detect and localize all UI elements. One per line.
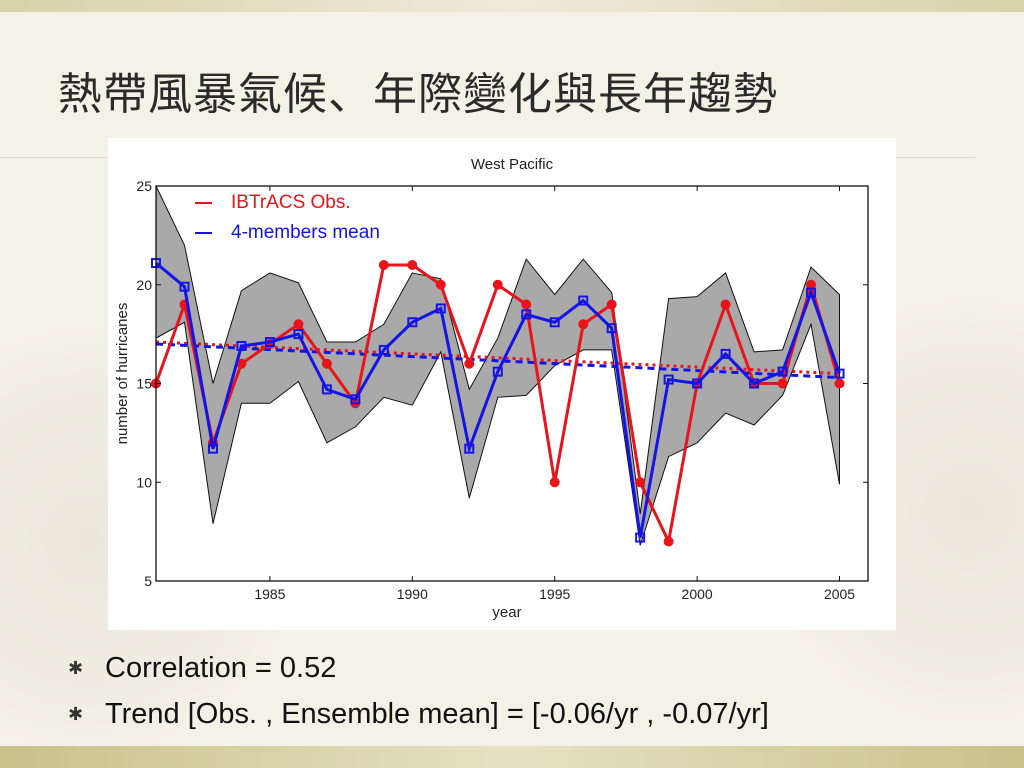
data-point — [549, 317, 560, 328]
series-line — [155, 261, 841, 538]
data-point — [179, 281, 190, 292]
data-point — [606, 299, 617, 310]
data-point — [549, 477, 560, 488]
data-point — [236, 340, 247, 351]
bullet-item: ✱ Trend [Obs. , Ensemble mean] = [-0.06/… — [68, 696, 1008, 742]
data-point — [720, 299, 731, 310]
asterisk-icon: ✱ — [68, 704, 84, 724]
data-point — [578, 295, 589, 306]
data-point — [464, 358, 475, 369]
data-point — [749, 378, 760, 389]
chart-panel: 1985 1990 1995 2000 2005 5 10 15 20 25 West Pacifi… — [108, 138, 896, 630]
bullet-list: ✱ Correlation = 0.52 ✱ Trend [Obs. , Ens… — [68, 650, 1008, 742]
data-point — [407, 317, 418, 328]
data-point — [321, 384, 332, 395]
data-point — [806, 287, 817, 298]
y-tick-label: 20 — [136, 277, 152, 293]
data-point — [663, 536, 674, 547]
data-point — [834, 378, 845, 389]
x-axis-label: year — [492, 604, 521, 621]
data-point — [663, 374, 674, 385]
data-point — [264, 337, 275, 348]
legend-label: 4-members mean — [231, 222, 380, 243]
legend-label: IBTrACS Obs. — [231, 192, 351, 213]
data-point — [578, 319, 589, 330]
data-point — [435, 279, 446, 290]
x-tick-label: 2000 — [682, 586, 713, 602]
slide-title: 熱帶風暴氣候、年際變化與長年趨勢 — [58, 69, 778, 120]
spread-band — [155, 185, 840, 546]
y-tick-label: 25 — [136, 178, 152, 194]
data-point — [521, 309, 532, 320]
data-point — [834, 368, 845, 379]
data-point — [492, 279, 503, 290]
data-point — [293, 329, 304, 340]
data-point — [521, 299, 532, 310]
trend-line — [155, 342, 840, 380]
data-point — [321, 358, 332, 369]
y-tick-label: 15 — [136, 376, 152, 392]
data-point — [407, 260, 418, 270]
bottom-decor-band — [0, 746, 1024, 768]
asterisk-icon: ✱ — [68, 658, 84, 678]
data-point — [692, 378, 703, 389]
data-point — [464, 443, 475, 454]
data-point — [635, 477, 646, 488]
data-point — [492, 366, 503, 377]
data-point — [378, 260, 389, 270]
line-chart: 1985 1990 1995 2000 2005 5 10 15 20 25 West Pacifi… — [114, 156, 869, 621]
data-point — [207, 443, 218, 454]
y-tick-label: 10 — [136, 474, 152, 490]
chart-title: West Pacific — [471, 156, 554, 173]
x-tick-label: 1990 — [397, 586, 428, 602]
data-point — [378, 344, 389, 355]
data-point — [720, 348, 731, 359]
data-point — [350, 394, 361, 405]
data-point — [777, 366, 788, 377]
data-point — [635, 532, 646, 543]
bullet-text: Correlation = 0.52 — [105, 652, 337, 684]
bullet-text: Trend [Obs. , Ensemble mean] = [-0.06/yr… — [105, 698, 769, 730]
data-point — [777, 378, 788, 389]
data-point — [606, 323, 617, 334]
y-tick-label: 5 — [144, 573, 152, 589]
bullet-item: ✱ Correlation = 0.52 — [68, 650, 1008, 696]
x-tick-label: 1985 — [254, 586, 285, 602]
x-tick-label: 1995 — [539, 586, 570, 602]
y-axis-label: number of hurricanes — [114, 303, 131, 445]
data-point — [435, 303, 446, 314]
top-decor-band — [0, 0, 1024, 12]
x-tick-label: 2005 — [824, 586, 855, 602]
data-point — [293, 319, 304, 330]
